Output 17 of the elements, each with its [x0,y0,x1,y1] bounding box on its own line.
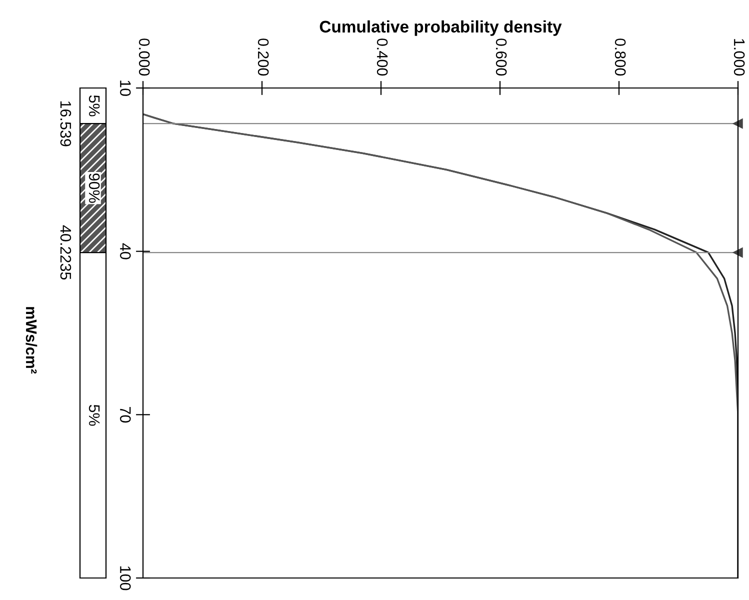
y-tick-label: 70 [120,406,131,423]
x-tick-label: 0.200 [258,38,269,76]
x-tick-label: 0.600 [496,38,507,76]
text: 5% [88,404,100,426]
y-tick-label: 10 [120,80,131,96]
y-tick-label: 100 [120,566,131,590]
x-tick-label: 0.000 [138,38,150,76]
x-tick-label: 0.400 [376,38,388,76]
x-axis-title: Cumulative probability density [320,20,562,36]
text: 40.2235 [60,225,72,280]
y-tick-label: 40 [120,243,131,260]
x-tick-label: 1.000 [734,39,745,76]
text: 5% [88,95,100,116]
text: 16.539 [60,101,72,146]
text: 90% [88,174,100,203]
text: mWs/cm² [26,307,38,374]
x-tick-label: 0.800 [614,38,626,76]
